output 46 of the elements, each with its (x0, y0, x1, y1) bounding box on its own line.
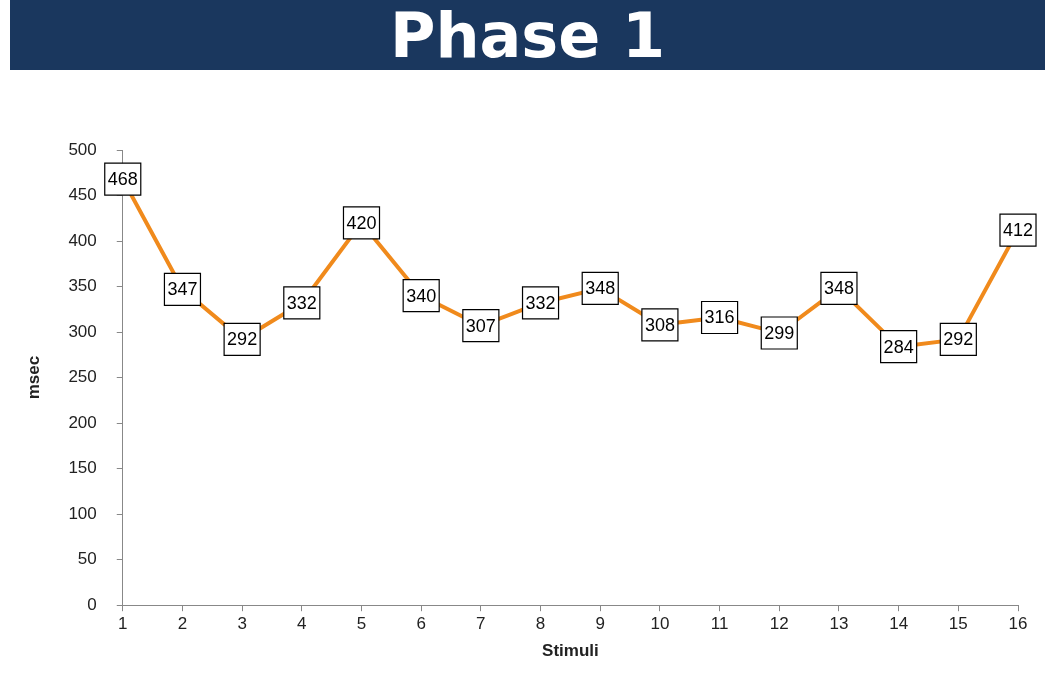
data-label: 340 (406, 285, 437, 306)
x-tick-label: 8 (535, 614, 546, 634)
y-tick-label: 250 (68, 367, 97, 387)
x-tick-label: 16 (1008, 614, 1028, 634)
x-axis-title: Stimuli (542, 641, 599, 661)
data-label: 308 (644, 314, 675, 335)
data-label: 292 (943, 329, 974, 350)
chart-title: Phase 1 (10, 0, 1045, 72)
y-tick-label: 50 (77, 549, 97, 569)
x-tick-label: 14 (889, 614, 909, 634)
data-label: 292 (227, 329, 258, 350)
data-label: 347 (167, 279, 198, 300)
x-tick-label: 11 (710, 614, 729, 634)
x-tick-label: 4 (297, 614, 307, 634)
y-tick-label: 200 (68, 412, 97, 432)
y-tick-label: 100 (68, 503, 97, 523)
x-tick-label: 5 (356, 614, 367, 634)
data-label: 420 (346, 212, 377, 233)
y-tick-label: 0 (87, 594, 97, 614)
y-tick-label: 400 (68, 230, 97, 250)
data-label: 332 (525, 292, 556, 313)
x-tick-label: 13 (829, 614, 849, 634)
data-label: 348 (585, 278, 616, 299)
x-tick-label: 2 (177, 614, 188, 634)
x-tick-label: 15 (948, 614, 968, 634)
data-label: 412 (1002, 220, 1034, 241)
data-label: 316 (704, 307, 735, 328)
y-tick-label: 300 (68, 321, 97, 341)
data-label: 299 (764, 322, 795, 343)
x-tick-label: 7 (476, 614, 486, 634)
x-tick-label: 6 (416, 614, 426, 634)
y-tick-label: 500 (68, 139, 97, 159)
y-tick-label: 150 (68, 458, 97, 478)
x-tick-label: 1 (118, 614, 128, 634)
data-label: 307 (465, 315, 496, 336)
x-tick-label: 3 (237, 614, 247, 634)
x-tick-label: 10 (650, 614, 670, 634)
data-label: 348 (823, 278, 854, 299)
y-tick-label: 450 (68, 185, 97, 205)
x-tick-label: 9 (595, 614, 605, 634)
data-label: 284 (883, 336, 914, 357)
data-label: 332 (286, 292, 317, 313)
y-axis-title: msec (23, 355, 43, 400)
y-tick-label: 350 (68, 276, 97, 296)
data-label: 468 (107, 169, 138, 190)
x-tick-label: 12 (769, 614, 789, 634)
